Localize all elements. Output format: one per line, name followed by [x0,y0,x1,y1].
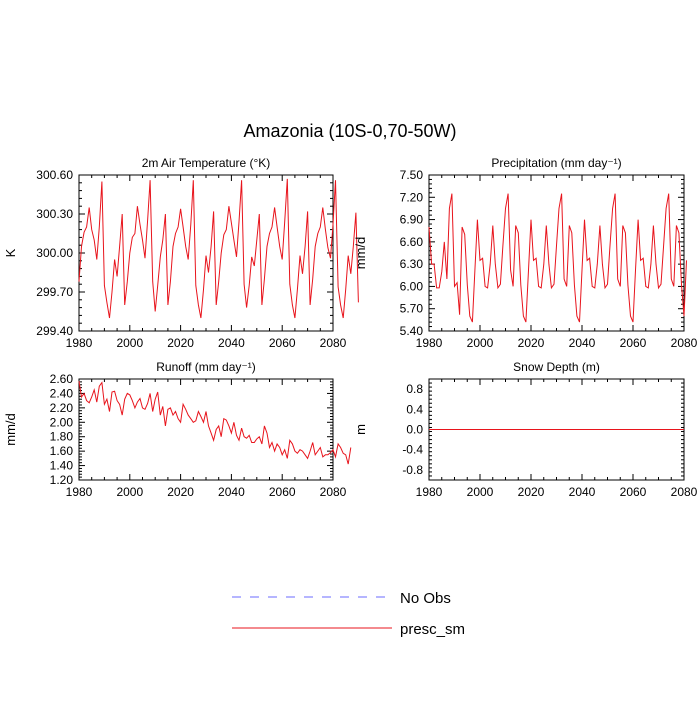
x-tick-label: 1980 [416,485,443,499]
x-tick-label: 2020 [518,485,545,499]
x-tick-label: 2020 [167,485,194,499]
y-tick-label: 299.40 [36,324,73,338]
x-tick-label: 2000 [116,336,143,350]
panel-title: Precipitation (mm day⁻¹) [491,156,621,170]
panel-title: 2m Air Temperature (°K) [142,156,271,170]
x-tick-label: 2080 [671,336,698,350]
x-tick-label: 1980 [416,336,443,350]
x-tick-label: 2040 [569,485,596,499]
y-tick-label: 2.20 [50,401,74,415]
x-tick-label: 2060 [620,485,647,499]
x-tick-label: 1980 [66,485,93,499]
x-tick-label: 2000 [467,485,494,499]
y-tick-label: -0.8 [402,463,423,477]
plot-frame [78,174,334,332]
y-tick-label: 6.60 [400,235,424,249]
x-tick-label: 2020 [167,336,194,350]
y-tick-label: 1.20 [50,473,74,487]
legend: No Obs presc_sm [232,590,465,638]
series-line-presc-sm [78,381,352,465]
legend-label-presc-sm: presc_sm [400,621,465,638]
y-tick-label: 0.0 [406,423,423,437]
x-tick-label: 2040 [218,336,245,350]
y-tick-label: 2.40 [50,386,74,400]
panel-4: Snow Depth (m) m 1980 2000 2020 2040 2060 2080 -… [353,360,698,499]
y-tick-label: 0.4 [406,402,423,416]
figure-title: Amazonia (10S-0,70-50W) [243,121,456,141]
y-tick-label: 2.60 [50,372,74,386]
y-axis-label: mm/d [3,413,18,446]
y-tick-label: 300.00 [36,246,73,260]
y-tick-label: 5.40 [400,324,424,338]
y-tick-label: 6.90 [400,213,424,227]
series-line-presc-sm [428,193,687,323]
y-tick-label: 300.60 [36,168,73,182]
y-tick-label: 299.70 [36,285,73,299]
x-tick-label: 2060 [269,485,296,499]
y-axis-label: m [353,424,368,435]
x-tick-label: 1980 [66,336,93,350]
y-tick-label: 5.70 [400,302,424,316]
x-tick-label: 2000 [116,485,143,499]
y-axis-label: K [3,248,18,257]
y-tick-label: 2.00 [50,415,74,429]
y-tick-label: -0.4 [402,443,423,457]
series-line-presc-sm [78,178,359,319]
x-tick-label: 2020 [518,336,545,350]
y-tick-label: 6.30 [400,257,424,271]
x-tick-label: 2000 [467,336,494,350]
y-tick-label: 6.00 [400,279,424,293]
x-tick-label: 2060 [269,336,296,350]
panel-2: Precipitation (mm day⁻¹) mm/d 1980 2000 2020… [353,156,698,350]
y-axis-label: mm/d [353,237,368,270]
y-tick-label: 7.20 [400,190,424,204]
x-tick-label: 2080 [320,485,347,499]
y-tick-label: 300.30 [36,207,73,221]
y-tick-label: 1.60 [50,444,74,458]
x-tick-label: 2040 [218,485,245,499]
plot-frame [78,378,334,481]
x-tick-label: 2040 [569,336,596,350]
panel-3: Runoff (mm day⁻¹) mm/d 1980 2000 2020 2040 206… [3,360,352,499]
legend-label-no-obs: No Obs [400,590,451,607]
x-tick-label: 2060 [620,336,647,350]
y-tick-label: 0.8 [406,382,423,396]
panel-title: Runoff (mm day⁻¹) [156,360,255,374]
x-tick-label: 2080 [671,485,698,499]
panel-1: 2m Air Temperature (°K) K 1980 2000 2020 2040… [3,156,359,350]
y-tick-label: 7.50 [400,168,424,182]
x-tick-label: 2080 [320,336,347,350]
y-tick-label: 1.80 [50,430,74,444]
y-tick-label: 1.40 [50,459,74,473]
panel-title: Snow Depth (m) [513,360,600,374]
